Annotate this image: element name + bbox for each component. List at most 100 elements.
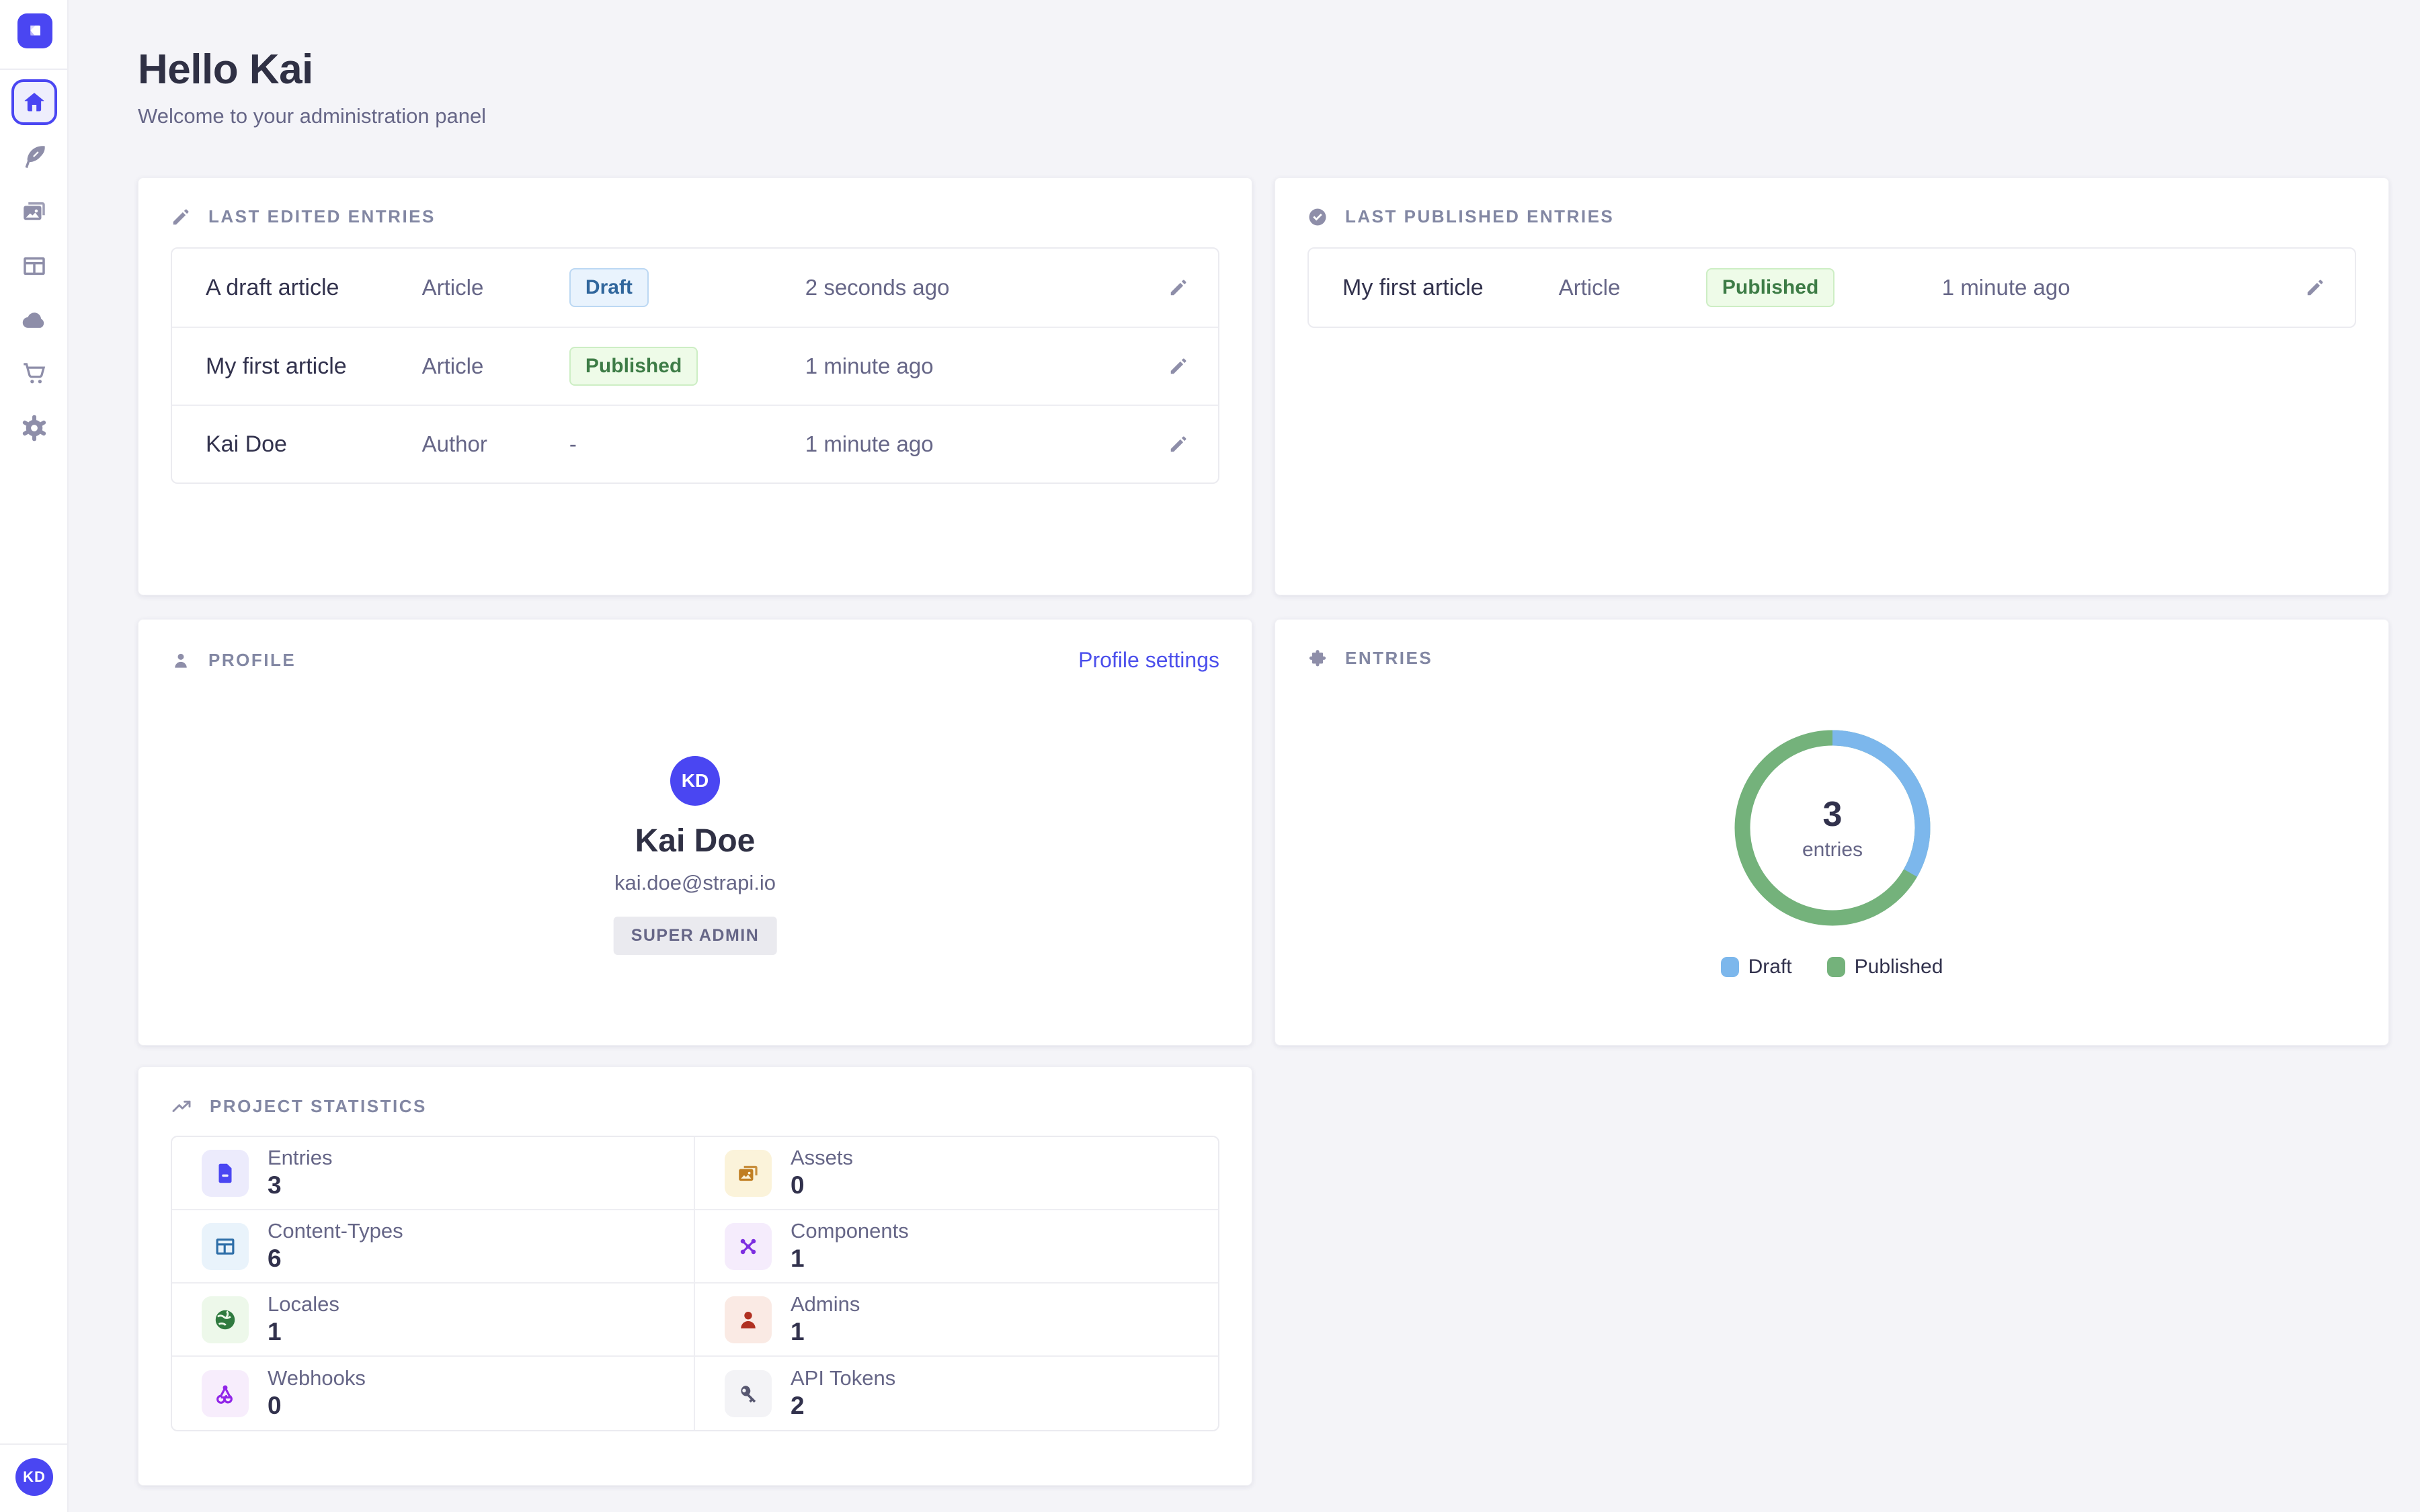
edit-pencil-icon[interactable] (1141, 434, 1188, 454)
page-title: Hello Kai (138, 46, 313, 93)
entry-name: A draft article (206, 274, 339, 300)
card-header: ENTRIES (1307, 620, 2356, 669)
entries-count: 3 (1822, 795, 1843, 834)
profile-card: PROFILE Profile settings KD Kai Doe kai.… (138, 619, 1252, 1046)
stat-value: 0 (268, 1392, 282, 1420)
stat-api-tokens: API Tokens 2 (695, 1357, 1218, 1430)
last-edited-entries-card: LAST EDITED ENTRIES A draft article Arti… (138, 177, 1252, 595)
table-row[interactable]: A draft article Article Draft 2 seconds … (172, 249, 1218, 327)
entry-type: Article (421, 353, 484, 378)
legend-item-published: Published (1826, 956, 1943, 978)
globe-icon (202, 1296, 249, 1343)
user-avatar[interactable]: KD (15, 1458, 53, 1496)
profile-avatar: KD (670, 756, 720, 806)
sidebar-item-settings[interactable] (0, 401, 69, 455)
stat-label: Locales (268, 1292, 339, 1316)
entry-time: 1 minute ago (805, 353, 934, 378)
card-header: LAST PUBLISHED ENTRIES (1307, 178, 2356, 227)
cloud-icon (19, 305, 49, 335)
layout-icon (20, 252, 48, 280)
entry-type: Article (421, 275, 484, 300)
sidebar-item-media-library[interactable] (0, 185, 69, 239)
feather-icon (20, 142, 48, 171)
sidebar-item-home[interactable] (11, 79, 57, 125)
card-title: PROJECT STATISTICS (210, 1095, 427, 1116)
table-row[interactable]: Kai Doe Author - 1 minute ago (172, 405, 1218, 482)
sidebar-item-content-type-builder[interactable] (0, 239, 69, 293)
image-icon (725, 1149, 772, 1197)
sidebar: KD (0, 0, 69, 1512)
stat-admins: Admins 1 (695, 1284, 1218, 1357)
avatar-initials: KD (23, 1468, 46, 1485)
stat-webhooks: Webhooks 0 (172, 1357, 695, 1430)
published-swatch (1826, 957, 1845, 977)
stat-content-types: Content-Types 6 (172, 1210, 695, 1284)
status-badge: Published (569, 347, 698, 386)
sidebar-divider (0, 69, 67, 70)
person-icon (725, 1296, 772, 1343)
webhook-icon (202, 1370, 249, 1417)
card-header: PROJECT STATISTICS (171, 1067, 1219, 1117)
card-header: LAST EDITED ENTRIES (171, 178, 1219, 227)
profile-settings-link[interactable]: Profile settings (1078, 648, 1219, 672)
entry-time: 1 minute ago (805, 431, 934, 456)
entries-donut-chart: 3 entries (1733, 728, 1932, 927)
stat-value: 1 (791, 1245, 805, 1273)
draft-swatch (1720, 957, 1739, 977)
entries-count-label: entries (1802, 839, 1863, 861)
card-title: ENTRIES (1345, 648, 1433, 668)
stat-value: 0 (791, 1171, 805, 1200)
last-published-table: My first article Article Published 1 min… (1307, 247, 2356, 328)
stat-label: Assets (791, 1146, 854, 1170)
entry-name: My first article (1342, 274, 1484, 300)
strapi-logo-icon[interactable] (17, 13, 52, 48)
stat-label: Webhooks (268, 1366, 366, 1390)
entry-type: Author (421, 431, 487, 456)
entry-time: 2 seconds ago (805, 275, 950, 300)
sidebar-item-content-manager[interactable] (0, 130, 69, 183)
stat-value: 3 (268, 1171, 282, 1200)
nodes-icon (725, 1222, 772, 1270)
status-badge: Draft (569, 268, 649, 307)
role-badge: SUPER ADMIN (613, 917, 777, 955)
project-statistics-card: PROJECT STATISTICS Entries 3 (138, 1066, 1252, 1486)
cart-icon (20, 359, 48, 387)
entry-name: My first article (206, 353, 347, 379)
profile-body: KD Kai Doe kai.doe@strapi.io SUPER ADMIN (138, 620, 1252, 1045)
card-title: LAST EDITED ENTRIES (208, 206, 436, 226)
stat-entries: Entries 3 (172, 1137, 695, 1210)
card-title: PROFILE (208, 650, 296, 670)
sidebar-item-marketplace[interactable] (0, 346, 69, 400)
gear-icon (20, 414, 48, 442)
stat-label: Components (791, 1219, 909, 1243)
home-icon (22, 89, 47, 115)
edit-pencil-icon[interactable] (1141, 356, 1188, 376)
stat-value: 1 (268, 1318, 282, 1346)
puzzle-icon (1307, 648, 1328, 669)
media-library-icon (20, 198, 48, 226)
profile-email: kai.doe@strapi.io (614, 871, 776, 894)
stat-components: Components 1 (695, 1210, 1218, 1284)
page-header: Hello Kai Welcome to your administration… (138, 46, 486, 128)
table-row[interactable]: My first article Article Published 1 min… (172, 327, 1218, 405)
stat-label: API Tokens (791, 1366, 896, 1390)
status-badge: Published (1705, 268, 1835, 307)
legend-label: Draft (1748, 956, 1792, 978)
layout-icon (202, 1222, 249, 1270)
edit-pencil-icon[interactable] (1141, 278, 1188, 298)
sidebar-item-cloud[interactable] (0, 293, 69, 347)
page-subtitle: Welcome to your administration panel (138, 104, 487, 128)
trending-up-icon (171, 1095, 192, 1117)
stat-locales: Locales 1 (172, 1284, 695, 1357)
edit-pencil-icon[interactable] (2278, 278, 2325, 298)
file-icon (202, 1149, 249, 1197)
chart-legend: Draft Published (1275, 956, 2388, 978)
entry-name: Kai Doe (206, 431, 287, 457)
table-row[interactable]: My first article Article Published 1 min… (1309, 249, 2355, 327)
last-published-entries-card: LAST PUBLISHED ENTRIES My first article … (1275, 177, 2389, 595)
card-header: PROFILE Profile settings (171, 620, 1219, 673)
pencil-icon (171, 207, 191, 227)
stat-label: Entries (268, 1146, 333, 1170)
profile-name: Kai Doe (635, 823, 756, 859)
